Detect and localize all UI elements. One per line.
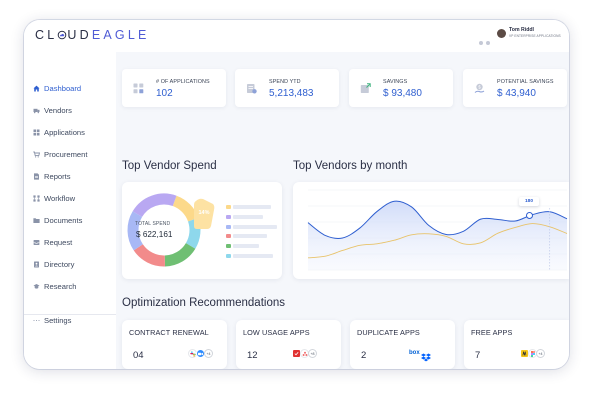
kpi-card-potential-savings[interactable]: $ POTENTIAL SAVINGS $ 43,940 (463, 69, 567, 107)
sidebar-item-request[interactable]: Request (33, 236, 72, 248)
total-spend-value: $ 622,161 (136, 230, 173, 239)
legend-swatch (226, 244, 231, 248)
callout-badge: 14% (193, 198, 215, 232)
document-icon (33, 172, 40, 180)
box-icon: box (409, 350, 420, 356)
donut-slice-2[interactable] (164, 242, 196, 267)
svg-text:$: $ (478, 85, 481, 90)
legend-bar (233, 215, 263, 219)
chart-tooltip: 180 (519, 197, 539, 206)
opt-card-value: 04 (133, 350, 144, 361)
research-icon (33, 283, 40, 290)
kpi-card-spend-ytd[interactable]: SPEND YTD 5,213,483 (235, 69, 339, 107)
opt-card-duplicate-apps[interactable]: DUPLICATE APPS 2 box (350, 320, 455, 369)
sidebar-item-reports[interactable]: Reports (33, 170, 71, 182)
brand-logo[interactable]: CL UDEAGLE (35, 28, 150, 42)
top-bar: CL UDEAGLE Tom Riddl VP ENTERPRISE APPLIC… (24, 20, 569, 53)
donut-slice-4[interactable] (127, 211, 144, 251)
legend-bar (233, 205, 271, 209)
potential-savings-icon: $ (474, 81, 485, 93)
top-vendors-by-month-title: Top Vendors by month (293, 160, 408, 172)
sidebar-item-research[interactable]: Research (33, 280, 77, 292)
kpi-card-savings[interactable]: SAVINGS $ 93,480 (349, 69, 453, 107)
series-line-0[interactable] (307, 200, 568, 239)
chart-hover-point[interactable] (526, 212, 533, 219)
donut-chart (127, 193, 201, 267)
savings-icon (360, 81, 371, 93)
donut-slice-0[interactable] (172, 195, 199, 222)
home-icon (33, 85, 40, 92)
truck-icon (33, 107, 40, 114)
sidebar-item-directory[interactable]: Directory (33, 258, 74, 270)
legend-bar (233, 254, 273, 258)
donut-slice-1[interactable] (185, 217, 201, 249)
more-apps-badge[interactable]: +4 (536, 349, 545, 358)
kpi-value: $ 43,940 (497, 88, 536, 99)
cloud-logo-icon (57, 29, 67, 40)
cart-icon (33, 151, 40, 158)
sidebar-item-documents[interactable]: Documents (33, 214, 82, 226)
sidebar-item-vendors[interactable]: Vendors (33, 104, 72, 116)
more-apps-badge[interactable]: +8 (308, 349, 317, 358)
kpi-card-applications[interactable]: # OF APPLICATIONS 102 (122, 69, 226, 107)
sidebar-item-procurement[interactable]: Procurement (33, 148, 87, 160)
workflow-icon (33, 194, 40, 202)
opt-card-value: 7 (475, 350, 481, 361)
legend-swatch (226, 205, 231, 209)
opt-card-low-usage-apps[interactable]: LOW USAGE APPS 12 +8 (236, 320, 341, 369)
optimization-title: Optimization Recommendations (122, 297, 285, 309)
legend-swatch (226, 254, 231, 258)
sidebar-item-workflow[interactable]: Workflow (33, 192, 75, 204)
directory-icon (33, 261, 40, 268)
sidebar-item-settings[interactable]: Settings (33, 314, 71, 326)
inbox-icon (33, 239, 40, 246)
opt-card-free-apps[interactable]: FREE APPS 7 +4 (464, 320, 569, 369)
top-icons (479, 32, 493, 50)
apps-icon (133, 81, 144, 94)
legend-swatch (226, 215, 231, 219)
help-icon[interactable] (486, 41, 490, 45)
series-area-0 (308, 201, 567, 270)
series-line-1[interactable] (307, 223, 568, 259)
donut-slice-3[interactable] (133, 243, 166, 267)
kpi-value: 5,213,483 (269, 88, 314, 99)
kpi-value: $ 93,480 (383, 88, 422, 99)
opt-card-contract-renewal[interactable]: CONTRACT RENEWAL 04 +4 (122, 320, 227, 369)
sidebar-item-dashboard[interactable]: Dashboard (33, 82, 81, 94)
sidebar-divider (24, 314, 116, 315)
more-apps-badge[interactable]: +4 (204, 349, 213, 358)
more-dots-icon (33, 317, 40, 324)
area-chart (307, 189, 568, 271)
top-vendor-spend-title: Top Vendor Spend (122, 160, 217, 172)
grid-icon (33, 129, 40, 136)
folder-icon (33, 217, 40, 224)
user-role: VP ENTERPRISE APPLICATIONS (509, 34, 561, 38)
top-vendor-spend-card: TOTAL SPEND $ 622,161 14% (122, 182, 282, 279)
legend-bar (233, 225, 277, 229)
avatar (497, 29, 506, 38)
legend-bar (233, 234, 267, 238)
spend-icon (246, 81, 257, 94)
legend-swatch (226, 234, 231, 238)
user-name: Tom Riddl (509, 27, 534, 33)
legend-bar (233, 244, 259, 248)
top-vendors-by-month-card: 180 (293, 182, 569, 279)
notification-icon[interactable] (479, 41, 483, 45)
main-content: # OF APPLICATIONS 102 SPEND YTD 5,213,48… (116, 52, 569, 369)
user-menu[interactable]: Tom Riddl VP ENTERPRISE APPLICATIONS (497, 27, 565, 45)
legend-swatch (226, 225, 231, 229)
total-spend-label: TOTAL SPEND (135, 221, 171, 227)
kpi-value: 102 (156, 88, 173, 99)
opt-card-value: 2 (361, 350, 367, 361)
sidebar-item-applications[interactable]: Applications (33, 126, 85, 138)
app-window: CL UDEAGLE Tom Riddl VP ENTERPRISE APPLIC… (24, 20, 569, 369)
dropbox-icon (421, 349, 431, 362)
opt-card-value: 12 (247, 350, 258, 361)
donut-slice-5[interactable] (132, 193, 177, 218)
sidebar: Dashboard Vendors Applications Procureme… (24, 52, 116, 369)
